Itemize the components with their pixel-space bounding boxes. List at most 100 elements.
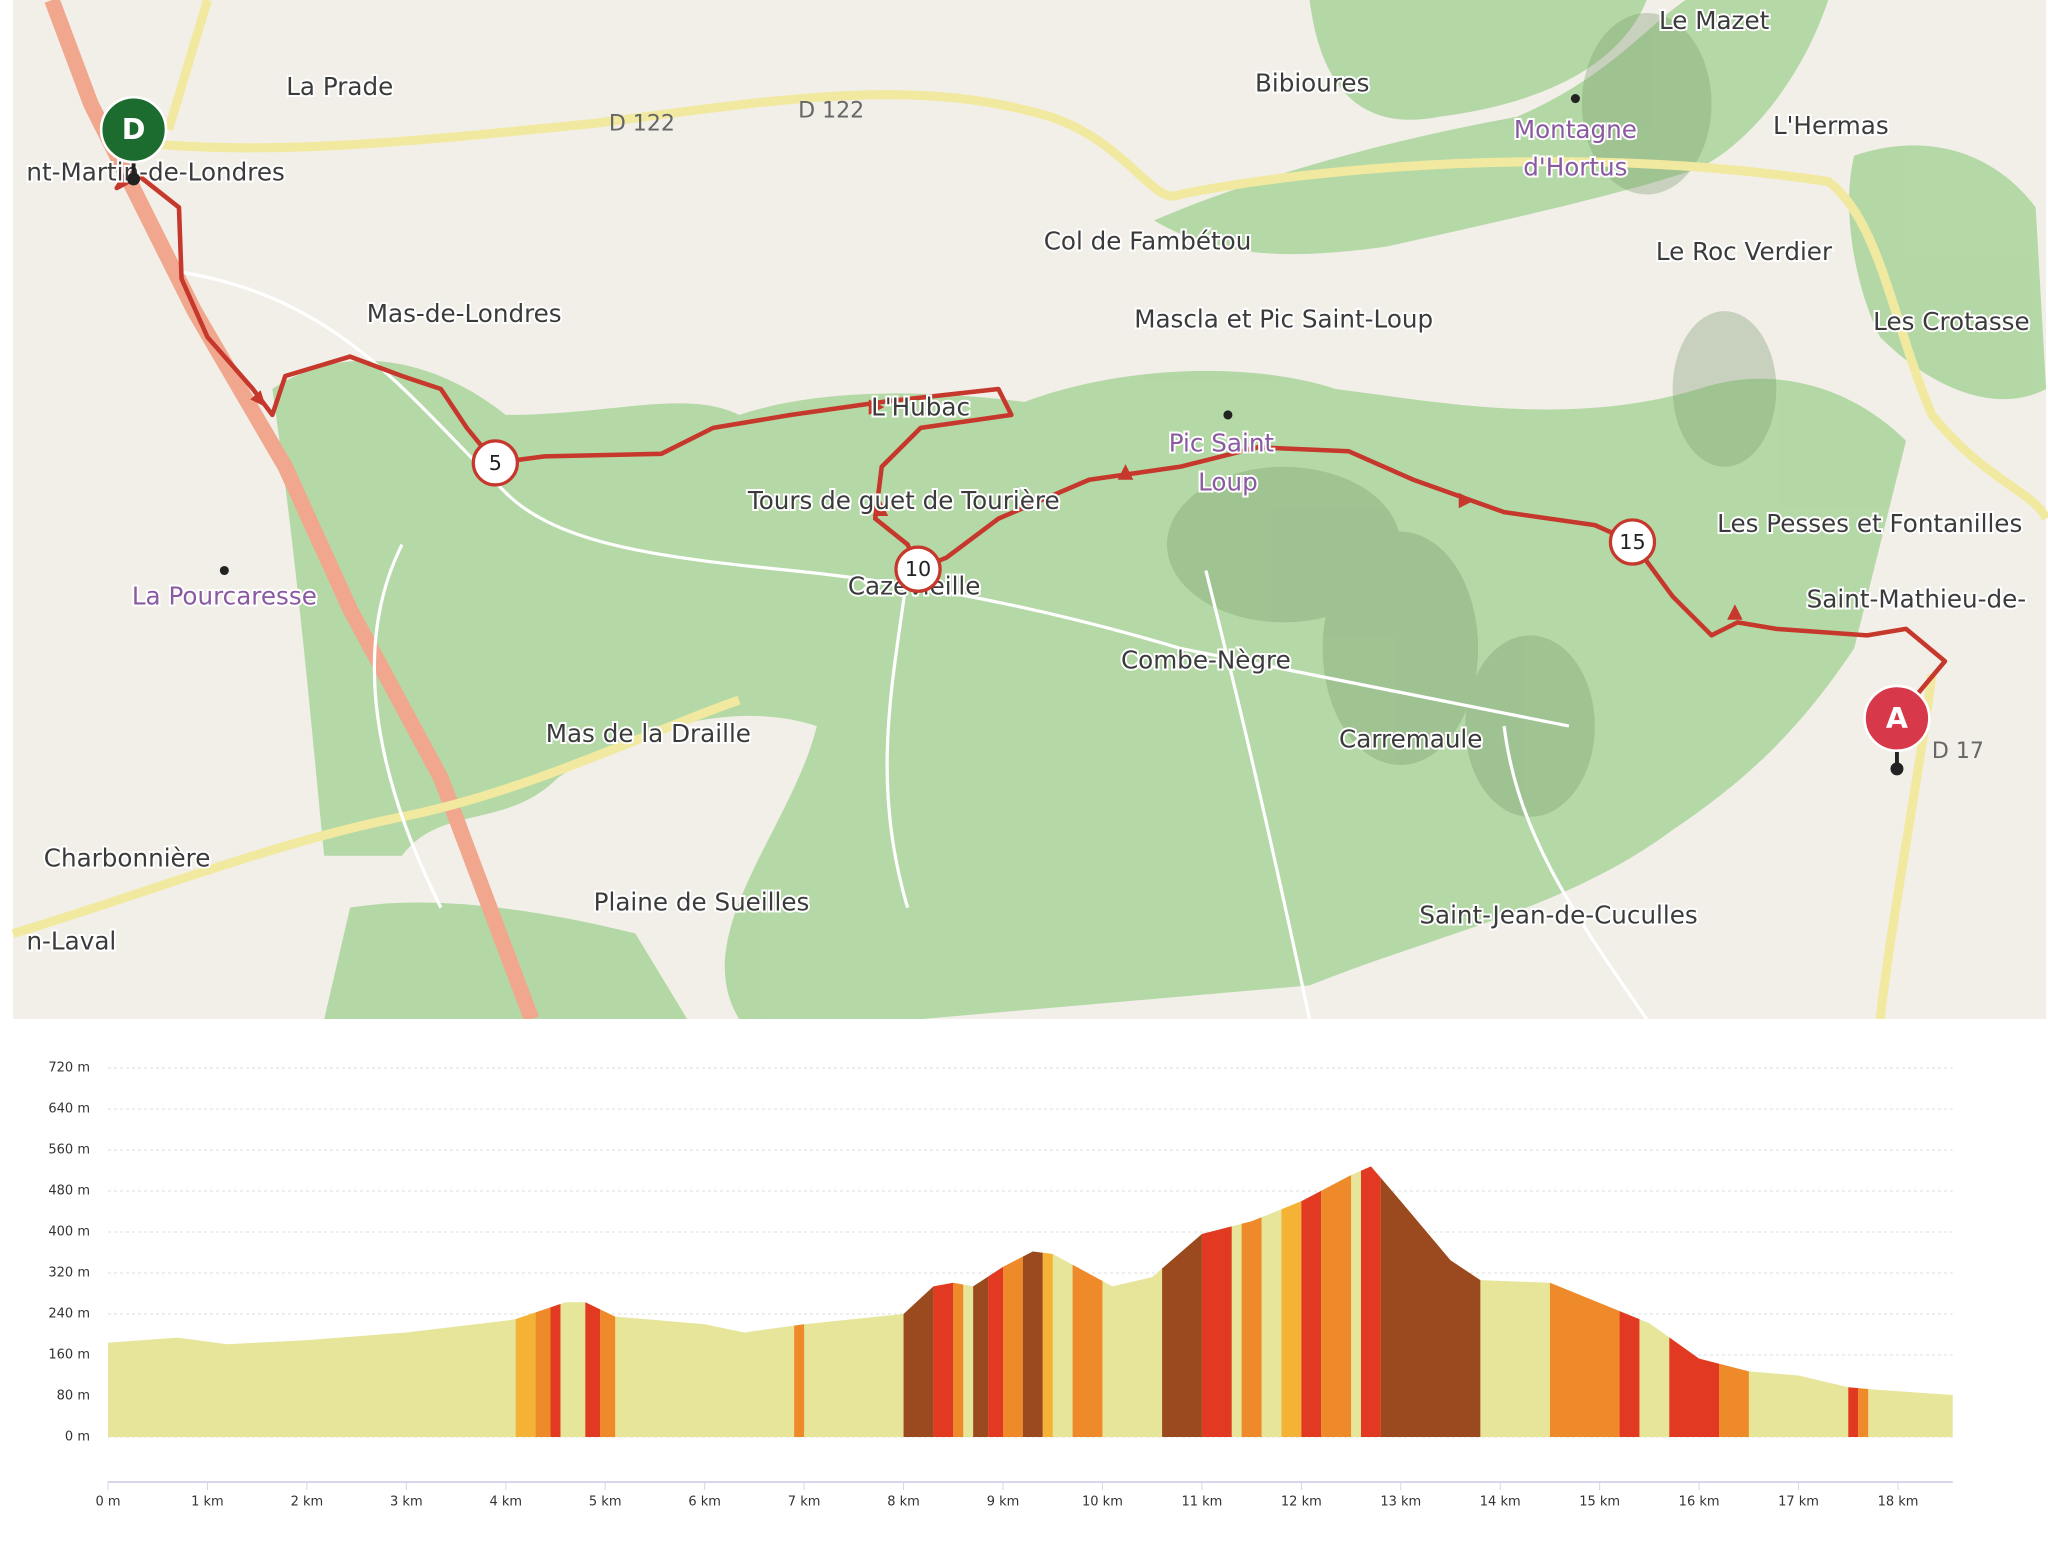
slope-band (988, 1166, 1003, 1437)
x-tick-label: 14 km (1480, 1495, 1521, 1510)
place-label: Saint-Jean-de-Cuculles (1419, 901, 1697, 930)
x-tick-label: 11 km (1181, 1495, 1222, 1510)
y-tick-label: 80 m (57, 1389, 90, 1404)
x-tick-label: 15 km (1579, 1495, 1620, 1510)
slope-band (1380, 1166, 1481, 1437)
peak-label: Montagne (1514, 115, 1637, 144)
slope-band (1669, 1166, 1719, 1437)
y-tick-label: 240 m (48, 1307, 90, 1322)
slope-band (1201, 1166, 1232, 1437)
km-marker[interactable]: 5 (471, 439, 519, 487)
marker-label: 5 (489, 451, 502, 475)
peak-label: Loup (1198, 468, 1258, 497)
x-tick-label: 17 km (1778, 1495, 1819, 1510)
place-label: Combe-Nègre (1121, 645, 1291, 674)
slope-band (1241, 1166, 1262, 1437)
place-label: Les Crotasse (1873, 307, 2030, 336)
start-marker[interactable]: D (99, 95, 168, 186)
slope-band (585, 1166, 601, 1437)
x-tick-label: 18 km (1878, 1495, 1919, 1510)
relief-shading (1166, 12, 1777, 817)
km-marker[interactable]: 15 (1608, 518, 1657, 566)
x-tick-label: 13 km (1380, 1495, 1421, 1510)
main-road (44, 0, 539, 1019)
y-tick-label: 160 m (48, 1348, 90, 1363)
x-tick-label: 4 km (489, 1495, 522, 1510)
peak-label: La Pourcaresse (132, 582, 317, 611)
place-label: Le Mazet (1659, 6, 1770, 35)
km-marker[interactable]: 10 (894, 545, 942, 593)
place-label: L'Hermas (1773, 111, 1889, 140)
slope-band (1301, 1166, 1322, 1437)
x-tick-label: 0 m (95, 1495, 120, 1510)
slope-band (973, 1166, 989, 1437)
slope-band (933, 1166, 954, 1437)
marker-label: D (122, 113, 146, 146)
y-tick-label: 560 m (48, 1143, 90, 1158)
place-label: Mas-de-Londres (367, 299, 562, 328)
y-tick-label: 0 m (65, 1430, 90, 1445)
place-label: La Prade (286, 72, 393, 101)
slope-band (953, 1166, 964, 1437)
route-arrows (250, 390, 1743, 620)
x-tick-label: 8 km (887, 1495, 920, 1510)
slope-band (535, 1166, 551, 1437)
slope-band (515, 1166, 536, 1437)
slope-band (1022, 1166, 1043, 1437)
place-label: Mas de la Draille (546, 719, 751, 748)
x-tick-label: 10 km (1082, 1495, 1123, 1510)
place-label: Tours de guet de Tourière (747, 486, 1060, 515)
slope-band (1549, 1166, 1620, 1437)
x-tick-label: 9 km (987, 1495, 1020, 1510)
route (114, 166, 1948, 720)
place-label: Les Pesses et Fontanilles (1717, 509, 2022, 538)
place-label: Saint-Mathieu-de- (1807, 584, 2026, 613)
place-label: nt-Martin-de-Londres (26, 158, 284, 187)
slope-band (1072, 1166, 1103, 1437)
slope-band (1361, 1166, 1381, 1437)
end-marker[interactable]: A (1863, 684, 1931, 776)
slope-band (1321, 1166, 1352, 1437)
place-label: Plaine de Sueilles (594, 888, 810, 917)
slope-band (1719, 1166, 1749, 1437)
x-tick-label: 2 km (291, 1495, 324, 1510)
slope-band (1858, 1166, 1869, 1437)
x-tick-label: 3 km (390, 1495, 423, 1510)
road-label: D 17 (1932, 739, 1984, 764)
place-label: Le Roc Verdier (1656, 237, 1833, 266)
slope-band (550, 1166, 561, 1437)
y-tick-label: 480 m (48, 1184, 90, 1199)
road-label: D 122 (609, 111, 675, 136)
marker-label: A (1886, 702, 1908, 735)
slope-band (1042, 1166, 1053, 1437)
x-tick-label: 7 km (788, 1495, 821, 1510)
marker-label: 10 (905, 557, 931, 581)
y-tick-label: 400 m (48, 1225, 90, 1240)
place-label: L'Hubac (871, 392, 970, 421)
slope-band (1162, 1166, 1202, 1437)
peak-label: Pic Saint (1169, 429, 1275, 458)
slope-band (600, 1166, 616, 1437)
place-label: n-Laval (26, 927, 116, 956)
x-tick-label: 1 km (191, 1495, 224, 1510)
x-tick-label: 16 km (1679, 1495, 1720, 1510)
place-label: Bibioures (1255, 68, 1369, 97)
minor-roads (181, 270, 1649, 1019)
x-tick-label: 5 km (589, 1495, 622, 1510)
slope-band (1619, 1166, 1640, 1437)
road-label: D 122 (798, 99, 864, 124)
x-tick-label: 6 km (688, 1495, 721, 1510)
elevation-chart: 0 m 80 m 160 m 240 m 320 m 400 m 480 m 560 m 640… (48, 1061, 1953, 1510)
peak-label: d'Hortus (1523, 153, 1627, 182)
place-label: Col de Fambétou (1044, 226, 1252, 255)
place-label: Mascla et Pic Saint-Loup (1134, 304, 1433, 333)
y-tick-label: 320 m (48, 1266, 90, 1281)
place-label: Charbonnière (44, 844, 211, 873)
y-tick-label: 720 m (48, 1061, 90, 1076)
y-tick-label: 640 m (48, 1102, 90, 1117)
map[interactable]: La Prade nt-Martin-de-Londres D 122 D 12… (0, 0, 2048, 1019)
x-tick-label: 12 km (1281, 1495, 1322, 1510)
slope-band (794, 1166, 805, 1437)
slope-band (1848, 1166, 1859, 1437)
